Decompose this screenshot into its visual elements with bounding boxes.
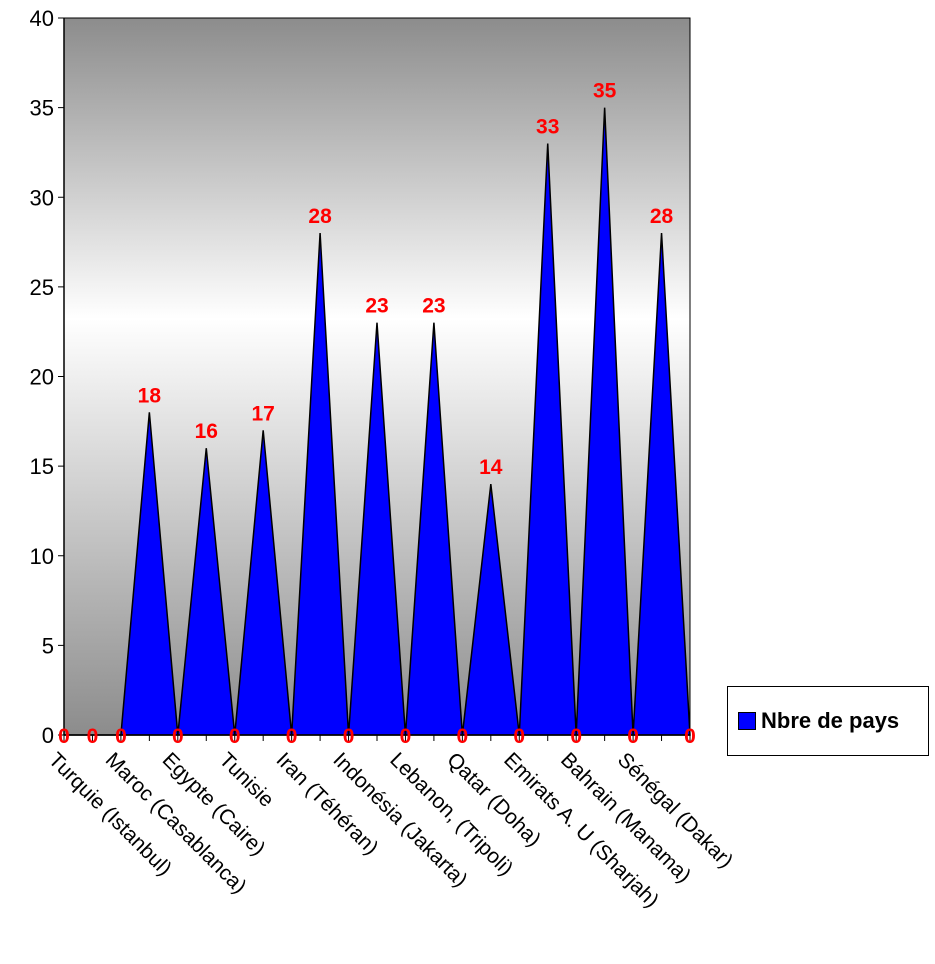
data-label: 33 [536, 115, 559, 138]
data-label: 0 [457, 725, 469, 748]
data-label: 0 [229, 725, 241, 748]
y-tick-label: 35 [30, 96, 54, 121]
data-label: 0 [684, 725, 696, 748]
data-label: 0 [627, 725, 639, 748]
data-label: 28 [650, 205, 674, 228]
data-label: 14 [479, 456, 503, 479]
data-label: 23 [365, 295, 388, 318]
data-label: 16 [195, 420, 218, 443]
data-label: 0 [87, 725, 99, 748]
x-tick-label: Egypte (Caire) [158, 748, 270, 860]
data-label: 28 [308, 205, 332, 228]
y-tick-label: 25 [30, 275, 54, 300]
y-tick-label: 40 [30, 6, 54, 31]
data-label: 0 [115, 725, 127, 748]
y-tick-label: 30 [30, 185, 54, 210]
legend-swatch [738, 712, 756, 730]
data-label: 0 [343, 725, 355, 748]
y-tick-label: 10 [30, 544, 54, 569]
y-tick-label: 20 [30, 365, 54, 390]
data-label: 0 [58, 725, 70, 748]
series-layer [64, 107, 691, 736]
data-label: 17 [252, 402, 275, 425]
data-label: 0 [286, 725, 298, 748]
y-tick-label: 15 [30, 454, 54, 479]
data-label: 0 [570, 725, 582, 748]
data-label: 0 [172, 725, 184, 748]
series-area [64, 107, 691, 736]
y-tick-label: 5 [42, 633, 54, 658]
legend-label: Nbre de pays [761, 708, 900, 733]
y-tick-label: 0 [42, 723, 54, 748]
legend: Nbre de pays [727, 686, 929, 756]
data-label: 35 [593, 80, 617, 103]
data-label: 0 [400, 725, 412, 748]
data-label: 0 [513, 725, 525, 748]
y-tick-layer: 0 5 10 15 20 25 30 35 40 [30, 6, 64, 748]
data-label: 23 [422, 295, 445, 318]
x-tick-layer: Turquie (Istanbul)Maroc (Casablanca)Egyp… [44, 735, 737, 912]
x-tick-label: Iran (Téhéran) [272, 748, 383, 859]
data-label: 18 [138, 384, 162, 407]
